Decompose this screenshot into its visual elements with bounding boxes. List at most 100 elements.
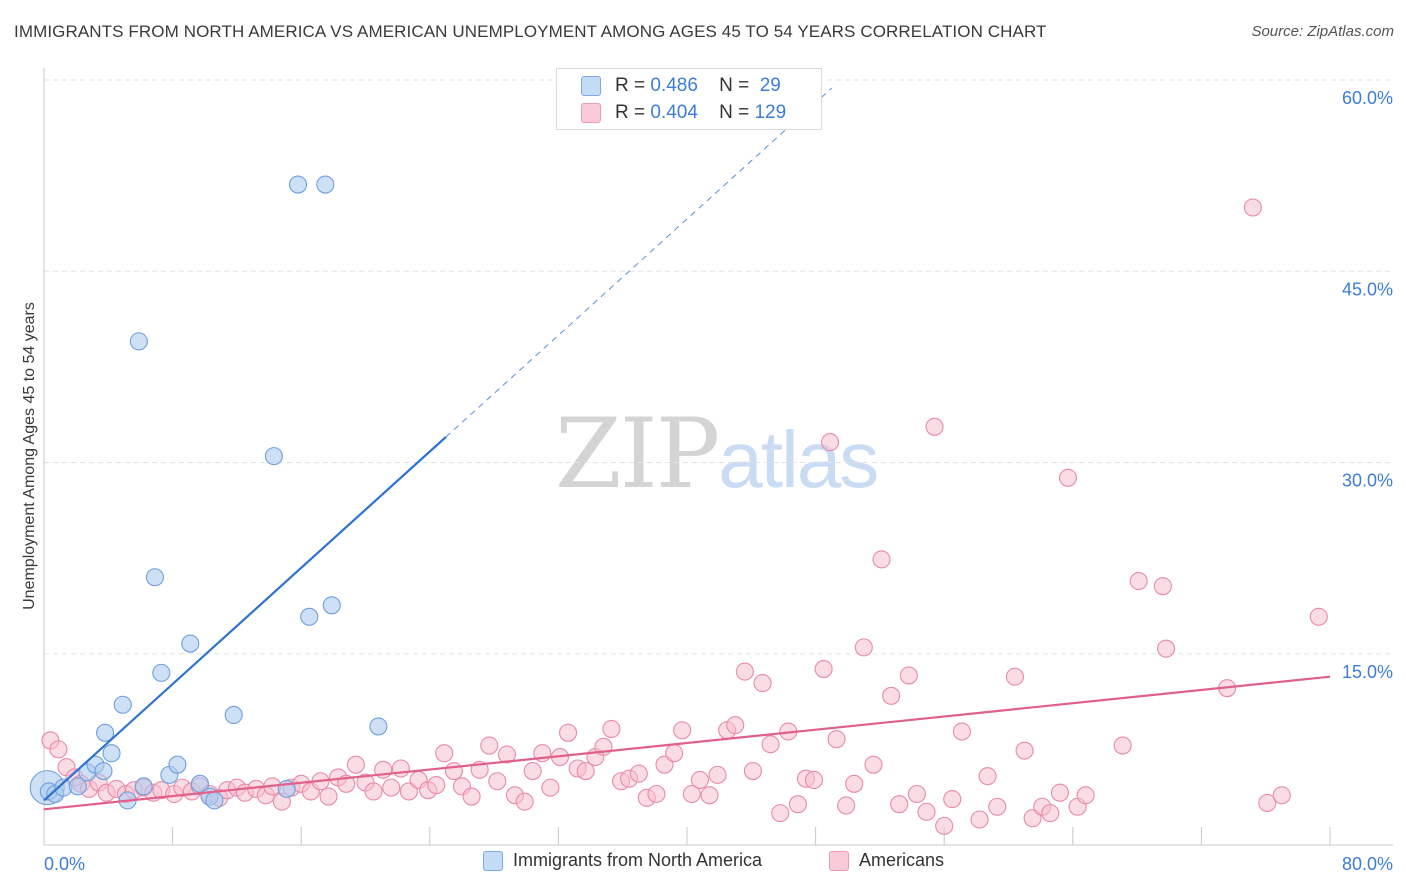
legend-n-value-americans: 129 (754, 102, 787, 123)
americans-point (743, 761, 762, 781)
immigrants-point (181, 634, 200, 653)
americans-point (364, 782, 383, 801)
americans-point (1041, 804, 1060, 823)
americans-point (978, 767, 997, 786)
americans-trend-line (43, 675, 1331, 811)
legend-row-americans: R = 0.404 N = 129 (581, 100, 786, 126)
americans-point (1156, 639, 1176, 658)
legend-n-label: N = (719, 75, 750, 96)
americans-point (753, 674, 772, 693)
americans-point (629, 764, 648, 783)
immigrants-point (68, 777, 87, 796)
axes (43, 68, 1393, 846)
immigrants-point (288, 175, 308, 194)
legend-swatch-pink (581, 103, 601, 123)
immigrants-point (145, 568, 164, 587)
americans-point (771, 804, 790, 823)
americans-point (1243, 198, 1262, 217)
americans-point (827, 730, 846, 749)
x-tick-label: 0.0% (44, 854, 85, 874)
americans-point (346, 755, 365, 774)
y-tick-label: 30.0% (1342, 471, 1393, 491)
immigrants-point (129, 332, 148, 351)
immigrants-point (264, 447, 283, 466)
americans-point (497, 745, 517, 764)
americans-point (391, 759, 410, 778)
americans-point (700, 786, 719, 805)
immigrants-trend-line (43, 436, 447, 802)
y-axis-label: Unemployment Among Ages 45 to 54 years (21, 302, 38, 610)
chart-source: Source: ZipAtlas.com (1251, 23, 1394, 40)
americans-point (480, 736, 499, 755)
americans-point (1309, 607, 1328, 626)
chart-title: IMMIGRANTS FROM NORTH AMERICA VS AMERICA… (14, 22, 1047, 41)
immigrants-point (102, 744, 121, 763)
americans-point (382, 778, 401, 797)
legend-r-value-americans: 0.404 (650, 102, 698, 123)
americans-point (821, 433, 840, 452)
americans-point (788, 795, 807, 814)
americans-point (837, 796, 856, 815)
americans-point (647, 784, 666, 804)
americans-point (462, 787, 481, 806)
legend-swatch-blue (483, 850, 503, 871)
trend-lines (43, 87, 1331, 811)
americans-point (845, 774, 864, 793)
immigrants-point (113, 695, 132, 714)
americans-point (761, 735, 780, 754)
americans-point (854, 638, 873, 657)
correlation-legend: R = 0.486 N = 29 R = 0.404 N = 129 (556, 68, 822, 130)
series-legend: Immigrants from North America Americans (0, 850, 1406, 880)
americans-point (1058, 468, 1078, 487)
americans-point (427, 776, 446, 795)
americans-point (1129, 572, 1148, 591)
americans-point (673, 721, 692, 740)
immigrants-point (205, 791, 224, 810)
americans-point (49, 740, 68, 759)
legend-swatch-pink (829, 850, 849, 871)
americans-point (917, 802, 936, 821)
immigrants-point (316, 175, 335, 194)
y-tick-label: 45.0% (1342, 279, 1393, 299)
legend-swatch-blue (581, 76, 601, 96)
americans-point (1050, 783, 1069, 802)
immigrants-point (134, 777, 153, 796)
americans-point (864, 755, 883, 774)
americans-point (804, 770, 824, 790)
americans-point (899, 666, 918, 685)
americans-point (602, 719, 621, 739)
americans-point (970, 810, 989, 829)
americans-point (523, 761, 542, 781)
americans-point (952, 722, 971, 741)
americans-point (319, 787, 338, 806)
legend-item-americans[interactable]: Americans (829, 850, 944, 871)
legend-item-immigrants[interactable]: Immigrants from North America (483, 850, 762, 871)
immigrants-trend-extension (445, 87, 833, 438)
immigrants-point (369, 717, 388, 736)
immigrants-point (168, 755, 187, 774)
americans-point (541, 778, 560, 797)
y-tick-label: 60.0% (1342, 88, 1393, 108)
americans-point (872, 550, 891, 569)
americans-point (576, 761, 595, 781)
y-tick-label: 15.0% (1342, 662, 1393, 682)
gridlines (44, 79, 1393, 655)
watermark-zip: ZIP (555, 398, 720, 510)
legend-r-label: R = (615, 75, 646, 96)
americans-point (444, 761, 463, 781)
legend-label-immigrants: Immigrants from North America (513, 850, 763, 870)
legend-row-immigrants: R = 0.486 N = 29 (581, 73, 781, 99)
watermark-atlas: atlas (718, 415, 879, 504)
immigrants-point (224, 705, 243, 725)
americans-point (682, 784, 701, 804)
americans-point (1005, 667, 1024, 686)
legend-r-label: R = (615, 102, 646, 123)
americans-point (882, 686, 901, 705)
americans-point (708, 765, 727, 784)
americans-point (1153, 577, 1172, 596)
americans-point (435, 744, 454, 763)
americans-point (890, 795, 909, 814)
immigrants-point (96, 723, 115, 742)
immigrants-point (300, 607, 319, 626)
americans-point (1258, 793, 1277, 812)
